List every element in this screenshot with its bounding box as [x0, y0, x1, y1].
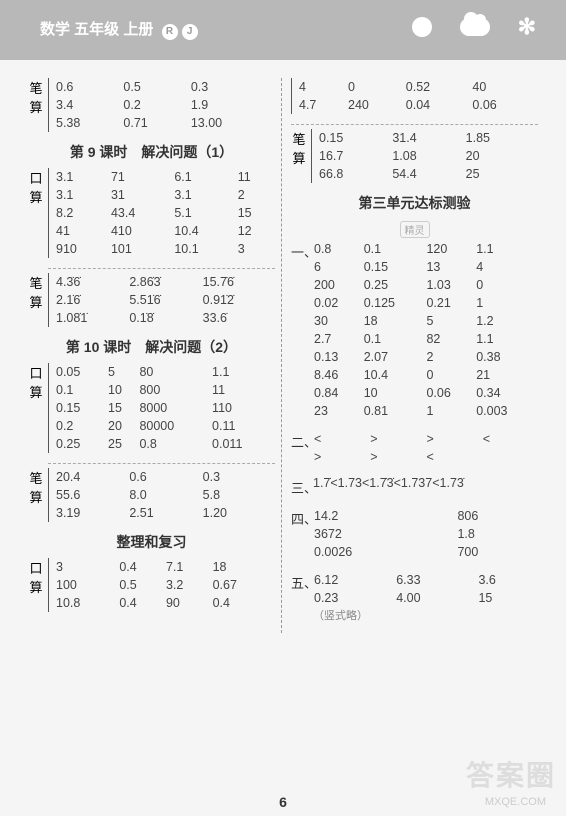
label-kousuan: 口算: [28, 168, 44, 258]
section-3: 三、 1.7̇<1.73<1.7̇3̇<1.737<1.73̇: [291, 476, 538, 497]
block-right-top: 400.5240 4.72400.040.06: [291, 78, 538, 114]
header-icons: ✻: [412, 14, 536, 40]
block-bisuan1: 笔算 0.60.50.3 3.40.21.9 5.380.7113.00: [28, 78, 275, 132]
page-number: 6: [279, 794, 287, 810]
table-sec2: <>>< >><: [313, 430, 538, 466]
block-bi10: 笔算 20.40.60.3 55.68.05.8 3.192.511.20: [28, 468, 275, 522]
label-sec4: 四、: [291, 507, 313, 561]
block-kou9: 口算 3.1716.111 3.1313.12 8.243.45.115 414…: [28, 168, 275, 258]
label-kousuan: 口算: [28, 558, 44, 612]
table-bi10: 20.40.60.3 55.68.05.8 3.192.511.20: [55, 468, 275, 522]
right-column: 400.5240 4.72400.040.06 笔算 0.1531.41.85 …: [283, 78, 538, 633]
label-sec3: 三、: [291, 476, 313, 497]
title-unit3: 第三单元达标测验: [291, 193, 538, 213]
table-bisuan1: 0.60.50.3 3.40.21.9 5.380.7113.00: [55, 78, 275, 132]
label-sec2: 二、: [291, 430, 313, 466]
sec3-text: 1.7̇<1.73<1.7̇3̇<1.737<1.73̇: [313, 476, 464, 497]
label-bisuan: 笔算: [28, 468, 44, 522]
cloud-icon: [460, 18, 490, 36]
block-biTop: 笔算 0.1531.41.85 16.71.0820 66.854.425: [291, 129, 538, 183]
left-column: 笔算 0.60.50.3 3.40.21.9 5.380.7113.00 第 9…: [28, 78, 283, 633]
label-bisuan: 笔算: [291, 129, 307, 183]
table-sec5: 6.126.333.6 0.234.0015: [313, 571, 538, 607]
label-kousuan: 口算: [28, 363, 44, 453]
column-divider: [281, 78, 282, 633]
table-bi9: 4.3̇6̇2.86̇3̇15.7̇6̇ 2.1̇6̇5.51̇6̇0.91̇2…: [55, 273, 275, 327]
section-1: 一、 0.80.11201.1 60.15134 2000.251.030 0.…: [291, 240, 538, 420]
table-sec1: 0.80.11201.1 60.15134 2000.251.030 0.020…: [313, 240, 538, 420]
page-content: 笔算 0.60.50.3 3.40.21.9 5.380.7113.00 第 9…: [0, 60, 566, 643]
watermark-corner: 答案圈: [466, 754, 556, 794]
header-badge-j: J: [182, 24, 198, 40]
header-badge-r: R: [162, 24, 178, 40]
block-kouR: 口算 30.47.118 1000.53.20.67 10.80.4900.4: [28, 558, 275, 612]
title-lesson10: 第 10 课时 解决问题（2）: [28, 337, 275, 357]
section-2: 二、 <>>< >><: [291, 430, 538, 466]
table-kouR: 30.47.118 1000.53.20.67 10.80.4900.4: [55, 558, 275, 612]
header-title: 数学 五年级 上册: [40, 21, 153, 38]
table-right-top: 400.5240 4.72400.040.06: [298, 78, 538, 114]
watermark-badge: 精灵: [400, 221, 430, 238]
section-5: 五、 6.126.333.6 0.234.0015 （竖式略）: [291, 571, 538, 623]
section-4: 四、 14.2806 36721.8 0.0026700: [291, 507, 538, 561]
sec5-note: （竖式略）: [313, 607, 538, 623]
block-bi9: 笔算 4.3̇6̇2.86̇3̇15.7̇6̇ 2.1̇6̇5.51̇6̇0.9…: [28, 273, 275, 327]
table-kou9: 3.1716.111 3.1313.12 8.243.45.115 414101…: [55, 168, 275, 258]
label-sec1: 一、: [291, 240, 313, 420]
table-sec4: 14.2806 36721.8 0.0026700: [313, 507, 538, 561]
title-lesson9: 第 9 课时 解决问题（1）: [28, 142, 275, 162]
header: 数学 五年级 上册 R J ✻: [0, 0, 566, 60]
snowflake-icon: ✻: [518, 14, 536, 40]
table-kou10: 0.055801.1 0.11080011 0.15158000110 0.22…: [55, 363, 275, 453]
block-kou10: 口算 0.055801.1 0.11080011 0.15158000110 0…: [28, 363, 275, 453]
label-bisuan: 笔算: [28, 273, 44, 327]
label-sec5: 五、: [291, 571, 313, 623]
sun-icon: [412, 17, 432, 37]
table-biTop: 0.1531.41.85 16.71.0820 66.854.425: [318, 129, 538, 183]
title-review: 整理和复习: [28, 532, 275, 552]
watermark-url: MXQE.COM: [485, 796, 546, 808]
label-bisuan: 笔算: [28, 78, 44, 132]
